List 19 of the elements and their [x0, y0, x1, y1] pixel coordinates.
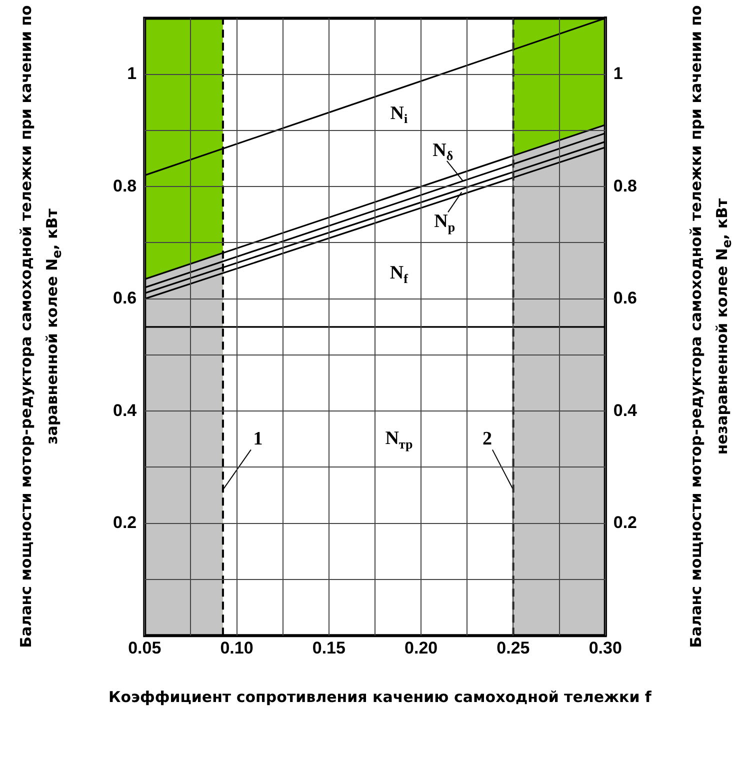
y-tick-label: 0.4: [112, 400, 138, 420]
annotation: 2: [482, 428, 492, 450]
x-tick-label: 0.25: [496, 638, 530, 658]
y2-tick-label: 1: [613, 64, 623, 84]
y-tick-label: 0.6: [112, 288, 137, 308]
y-tick-label: 0.8: [112, 176, 137, 196]
x-tick-label: 0.30: [588, 638, 622, 658]
x-tick-label: 0.10: [220, 638, 254, 658]
x-tick-label: 0.15: [312, 638, 346, 658]
y2-tick-label: 0.6: [613, 288, 638, 308]
x-tick-label: 0.20: [404, 638, 438, 658]
y2-tick-label: 0.2: [613, 513, 638, 532]
y-tick-label: 0.2: [112, 513, 137, 532]
y2-tick-label: 0.8: [613, 176, 638, 196]
x-axis-title: Коэффициент сопротивления качению самоходной тележки f: [108, 686, 652, 708]
y2-tick-label: 0.4: [613, 400, 638, 420]
y-tick-label: 1: [127, 64, 137, 84]
x-tick-label: 0.05: [128, 638, 162, 658]
annotation: 1: [253, 428, 263, 450]
